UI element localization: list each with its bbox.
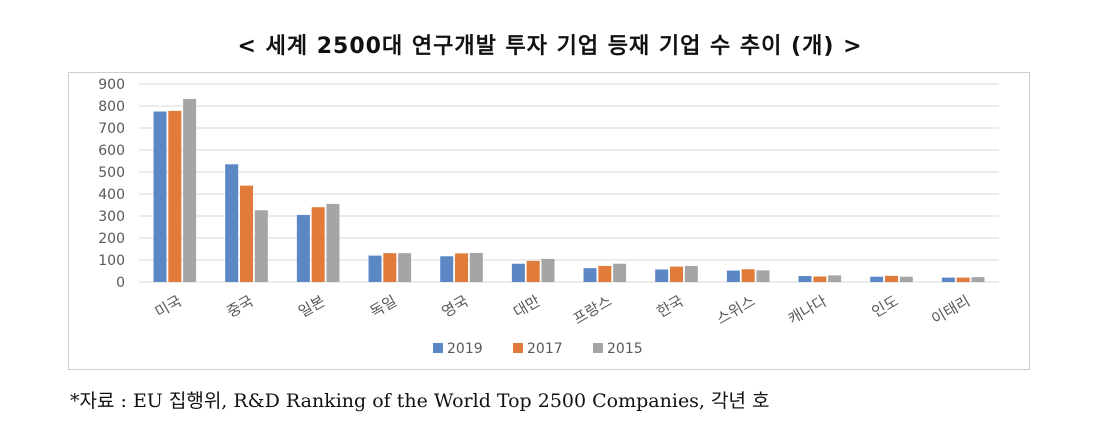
x-tick-label: 미국: [152, 292, 185, 321]
x-axis-labels: 미국 중국 일본 독일 영국 대만 프랑스 한국 스위스 캐나다 인도 이태리: [152, 292, 973, 328]
x-tick-label: 캐나다: [785, 292, 830, 328]
bar-2015: [469, 252, 483, 282]
bar-2015: [254, 210, 268, 282]
legend-swatch-2019: [433, 343, 443, 353]
bar-2019: [655, 269, 669, 282]
x-tick-label: 일본: [295, 292, 328, 321]
gridlines: [139, 83, 999, 283]
chart-area: 0 100 200 300 400 500 600 700 800 900 미국 중국 일본 독일 영국 대…: [68, 72, 1030, 370]
x-tick-label: 대만: [510, 292, 543, 321]
y-tick-label: 800: [98, 99, 125, 115]
bar-2015: [684, 265, 698, 282]
bar-2015: [398, 253, 412, 282]
legend-label-2017: 2017: [527, 341, 563, 357]
bar-2017: [383, 253, 397, 282]
legend-swatch-2017: [513, 343, 523, 353]
bar-2019: [296, 214, 310, 282]
y-tick-label: 0: [116, 275, 125, 291]
source-note: *자료 : EU 집행위, R&D Ranking of the World T…: [70, 390, 770, 412]
x-tick-label: 프랑스: [570, 292, 615, 328]
bar-2017: [813, 276, 827, 282]
y-tick-label: 300: [98, 209, 125, 225]
x-tick-label: 스위스: [713, 292, 758, 328]
bar-2017: [455, 253, 468, 282]
x-tick-label: 중국: [224, 292, 257, 321]
bar-2017: [598, 265, 612, 282]
bar-2017: [741, 269, 755, 282]
legend-swatch-2015: [593, 343, 603, 353]
bar-2017: [526, 260, 540, 282]
bar-2017: [885, 275, 898, 282]
bar-2017: [311, 207, 325, 282]
bar-2019: [941, 277, 955, 282]
bar-2019: [440, 256, 454, 282]
bar-2015: [183, 98, 197, 283]
y-axis-ticks: 0 100 200 300 400 500 600 700 800 900: [98, 77, 125, 291]
bar-2019: [583, 268, 597, 282]
bar-2019: [368, 255, 382, 282]
y-tick-label: 900: [98, 77, 125, 93]
bar-2015: [541, 258, 555, 282]
bar-2017: [240, 185, 253, 282]
y-tick-label: 700: [98, 121, 125, 137]
bar-2019: [798, 276, 812, 282]
x-tick-label: 독일: [367, 292, 400, 321]
legend-label-2015: 2015: [607, 341, 643, 357]
bar-2017: [168, 110, 182, 282]
x-tick-label: 영국: [439, 292, 472, 321]
y-tick-label: 600: [98, 143, 125, 159]
legend: 2019 2017 2015: [433, 341, 643, 357]
bar-2019: [153, 111, 167, 282]
bar-2017: [956, 277, 970, 282]
bar-2015: [828, 275, 842, 282]
bar-2017: [670, 266, 683, 282]
x-tick-label: 이태리: [928, 292, 973, 328]
bars: [153, 98, 985, 283]
y-tick-label: 400: [98, 187, 125, 203]
bar-2019: [225, 164, 239, 282]
y-tick-label: 200: [98, 231, 125, 247]
bar-2019: [511, 263, 525, 282]
bar-2019: [870, 276, 884, 282]
bar-2019: [726, 270, 740, 282]
bar-2015: [756, 270, 770, 282]
y-tick-label: 500: [98, 165, 125, 181]
y-tick-label: 100: [98, 253, 125, 269]
bar-chart: 0 100 200 300 400 500 600 700 800 900 미국 중국 일본 독일 영국 대…: [98, 77, 999, 357]
legend-label-2019: 2019: [447, 341, 483, 357]
bar-2015: [971, 277, 985, 282]
bar-2015: [613, 263, 627, 282]
x-tick-label: 한국: [654, 292, 687, 321]
bar-2015: [326, 203, 340, 282]
chart-title: < 세계 2500대 연구개발 투자 기업 등재 기업 수 추이 (개) >: [237, 34, 863, 59]
bar-2015: [899, 276, 913, 282]
x-tick-label: 인도: [869, 292, 902, 321]
